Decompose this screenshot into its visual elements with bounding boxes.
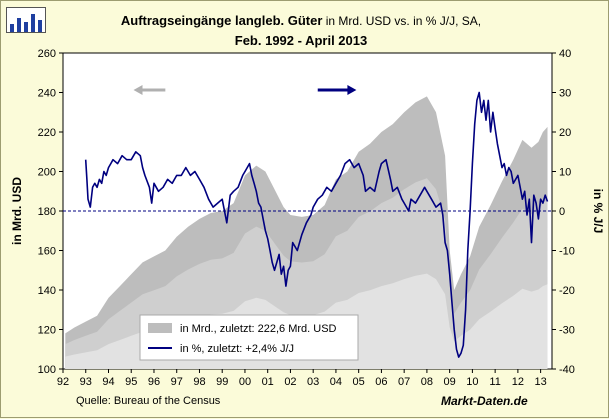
y-right-tick-label: -40 bbox=[559, 364, 575, 376]
y-left-tick-label: 200 bbox=[38, 167, 56, 179]
right-axis-arrow-head bbox=[347, 85, 357, 95]
title-main: Auftragseingänge langleb. Güter bbox=[120, 13, 323, 28]
y-left-tick-label: 220 bbox=[38, 127, 56, 139]
legend-area-label: in Mrd., zuletzt: 222,6 Mrd. USD bbox=[180, 323, 337, 335]
title-period: Feb. 1992 - April 2013 bbox=[234, 33, 368, 48]
left-axis-arrow-head bbox=[133, 85, 143, 95]
x-tick-label: 92 bbox=[57, 376, 69, 388]
line-series bbox=[84, 91, 549, 358]
legend-area-swatch bbox=[148, 323, 172, 333]
x-tick-label: 94 bbox=[102, 376, 114, 388]
y-left-tick-label: 160 bbox=[38, 246, 56, 258]
y-right-tick-label: 40 bbox=[559, 48, 571, 60]
y-left-tick-label: 100 bbox=[38, 364, 56, 376]
y-left-tick-label: 260 bbox=[38, 48, 56, 60]
y-left-axis-label: in Mrd. USD bbox=[10, 177, 24, 245]
x-tick-label: 07 bbox=[398, 376, 410, 388]
y-right-axis-label: in % J/J bbox=[591, 189, 605, 234]
x-tick-label: 08 bbox=[421, 376, 433, 388]
x-tick-label: 99 bbox=[216, 376, 228, 388]
y-left-tick-label: 120 bbox=[38, 325, 56, 337]
x-tick-label: 01 bbox=[262, 376, 274, 388]
x-tick-label: 93 bbox=[80, 376, 92, 388]
x-tick-label: 00 bbox=[239, 376, 251, 388]
x-tick-label: 11 bbox=[489, 376, 500, 388]
title-sub: in Mrd. USD vs. in % J/J, SA, bbox=[322, 14, 482, 28]
x-tick-label: 12 bbox=[512, 376, 524, 388]
y-right-tick-label: -20 bbox=[559, 285, 575, 297]
x-tick-label: 03 bbox=[307, 376, 319, 388]
x-tick-label: 98 bbox=[193, 376, 205, 388]
x-tick-label: 13 bbox=[535, 376, 547, 388]
legend-line-label: in %, zuletzt: +2,4% J/J bbox=[180, 343, 294, 355]
legend-box bbox=[139, 314, 359, 361]
x-tick-label: 10 bbox=[466, 376, 478, 388]
logo bbox=[6, 7, 46, 33]
source-note: Quelle: Bureau of the Census bbox=[76, 395, 221, 407]
y-right-tick-label: 10 bbox=[559, 167, 571, 179]
x-tick-label: 02 bbox=[284, 376, 296, 388]
x-tick-label: 06 bbox=[375, 376, 387, 388]
y-left-tick-label: 180 bbox=[38, 206, 56, 218]
y-right-tick-label: -30 bbox=[559, 325, 575, 337]
x-tick-label: 95 bbox=[125, 376, 137, 388]
x-tick-label: 97 bbox=[171, 376, 183, 388]
x-tick-label: 04 bbox=[330, 376, 342, 388]
chart-title: Auftragseingänge langleb. Güter in Mrd. … bbox=[61, 11, 541, 50]
x-tick-label: 96 bbox=[148, 376, 160, 388]
y-left-tick-label: 240 bbox=[38, 88, 56, 100]
y-right-tick-label: -10 bbox=[559, 246, 575, 258]
y-right-tick-label: 0 bbox=[559, 206, 565, 218]
x-tick-label: 09 bbox=[444, 376, 456, 388]
y-right-tick-label: 20 bbox=[559, 127, 571, 139]
brand-label: Markt-Daten.de bbox=[441, 394, 528, 408]
x-tick-label: 05 bbox=[353, 376, 365, 388]
y-right-tick-label: 30 bbox=[559, 88, 571, 100]
y-left-tick-label: 140 bbox=[38, 285, 56, 297]
